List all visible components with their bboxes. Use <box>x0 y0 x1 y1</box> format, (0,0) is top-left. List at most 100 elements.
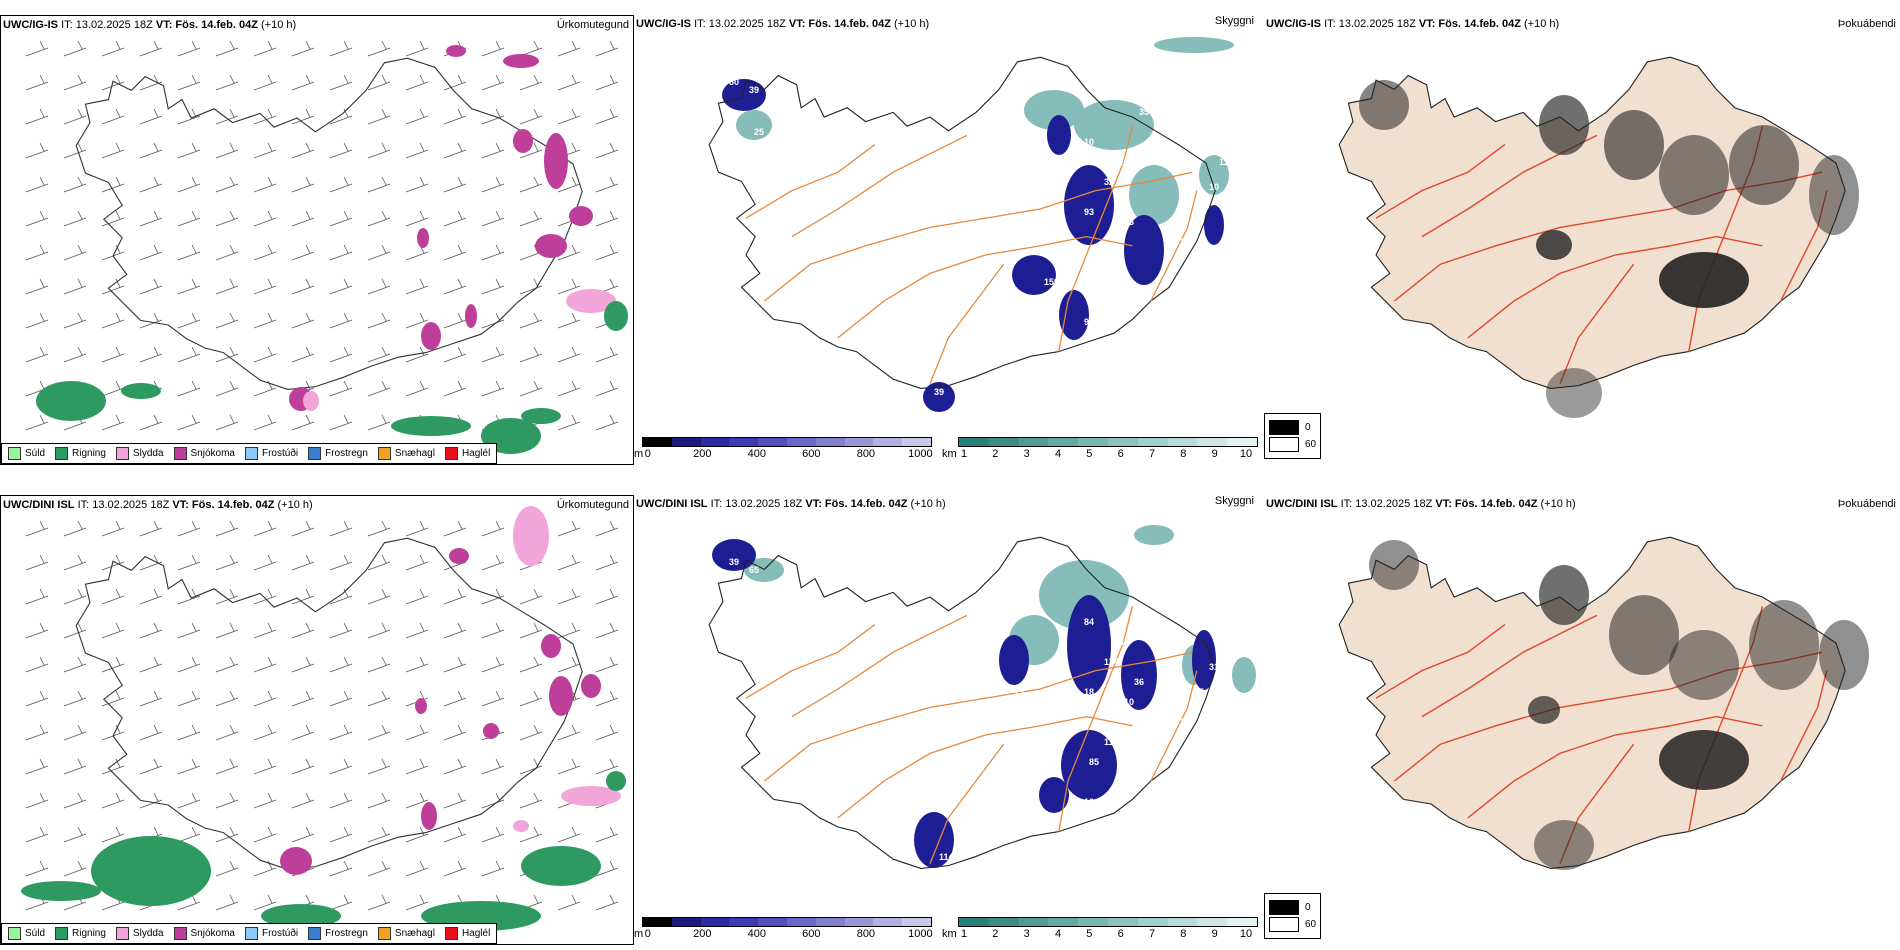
wind-barb <box>25 312 49 329</box>
wind-barb <box>25 690 49 707</box>
legend-label: Frostúði <box>261 928 299 939</box>
wind-barb <box>25 210 49 227</box>
wind-barb <box>25 588 49 605</box>
visibility-value: 93 <box>754 607 764 617</box>
legend-label: Súld <box>25 448 46 459</box>
wind-barb <box>595 176 619 193</box>
visibility-value: 85 <box>1089 757 1099 767</box>
wind-barb <box>595 554 619 571</box>
cloud-base-unit: m <box>634 448 644 460</box>
wind-barb <box>519 210 543 227</box>
wind-barb <box>177 142 201 159</box>
legend-swatch <box>244 447 258 460</box>
fog-index-key: 0 60 <box>1264 893 1322 939</box>
wind-barb <box>139 520 163 537</box>
wind-barb <box>177 176 201 193</box>
wind-barb <box>291 588 315 605</box>
wind-barb <box>557 346 581 363</box>
wind-barb <box>177 278 201 295</box>
wind-barb <box>63 244 87 261</box>
colorbar-tick: 8 <box>1180 928 1187 940</box>
wind-barb <box>177 74 201 91</box>
wind-barb <box>367 108 391 125</box>
colorbar-segment <box>700 438 730 446</box>
wind-barb <box>557 244 581 261</box>
colorbar-segment <box>671 438 701 446</box>
wind-barb <box>25 74 49 91</box>
wind-barb <box>215 622 239 639</box>
vis-panel-row1: 80 39 25 35 65 10 116 32 93 73 66 12 15 10 11 95 136 159 9… <box>634 15 1264 455</box>
wind-barb <box>177 40 201 57</box>
fog-shading <box>1359 80 1859 418</box>
wind-barb <box>139 210 163 227</box>
wind-barbs <box>25 40 619 431</box>
panel-title: Skyggni <box>1214 15 1254 27</box>
colorbar-segment <box>1048 918 1079 926</box>
colorbar-segment <box>1137 438 1168 446</box>
colorbar-tick: 4 <box>1054 448 1062 460</box>
wind-barb <box>25 758 49 775</box>
wind-barb <box>595 588 619 605</box>
legend-label: Frostregn <box>325 448 368 459</box>
fog-key-label: 60 <box>1305 439 1317 450</box>
wind-barb <box>63 346 87 363</box>
wind-barb <box>405 588 429 605</box>
wind-barb <box>595 622 619 639</box>
wind-barb <box>253 826 277 843</box>
colorbar-tick: 0 <box>644 928 651 940</box>
wind-barb <box>253 278 277 295</box>
wind-barb <box>101 724 125 741</box>
wind-barb <box>101 74 125 91</box>
visibility-value: 11 <box>1104 737 1114 747</box>
fog-key-swatch <box>1269 900 1299 915</box>
wind-barb <box>519 312 543 329</box>
wind-barb <box>215 142 239 159</box>
wind-barb <box>139 414 163 431</box>
colorbar-tick: 9 <box>1211 448 1218 460</box>
colorbar-tick: 600 <box>802 928 821 940</box>
wind-barb <box>139 346 163 363</box>
wind-barb <box>139 176 163 193</box>
colorbar-segment <box>988 438 1019 446</box>
wind-barb <box>139 554 163 571</box>
colorbar-segment <box>758 438 787 446</box>
wind-barb <box>215 414 239 431</box>
legend-swatch <box>115 447 129 460</box>
wind-barb <box>177 520 201 537</box>
visibility-value: 10 <box>1209 182 1219 192</box>
wind-barb <box>101 210 125 227</box>
wind-barb <box>405 380 429 397</box>
wind-barb <box>519 826 543 843</box>
wind-barb <box>25 826 49 843</box>
wind-barb <box>25 176 49 193</box>
wind-barb <box>63 792 87 809</box>
legend-label: Frostúði <box>261 448 299 459</box>
wind-barb <box>557 414 581 431</box>
colorbar-segment <box>643 438 672 446</box>
wind-barb <box>367 826 391 843</box>
legend-swatch <box>8 447 21 460</box>
visibility-value: 11 <box>1219 157 1229 167</box>
precip-snow-areas <box>280 548 601 875</box>
wind-barb <box>557 278 581 295</box>
wind-barb <box>405 346 429 363</box>
colorbar-segment <box>729 918 759 926</box>
wind-barb <box>253 346 277 363</box>
wind-barb <box>443 346 467 363</box>
wind-barb <box>519 380 543 397</box>
visibility-value: 75 <box>1194 687 1204 697</box>
wind-barb <box>215 724 239 741</box>
road <box>1780 670 1828 782</box>
wind-barb <box>367 414 391 431</box>
wind-barb <box>63 724 87 741</box>
legend-swatch <box>173 927 187 940</box>
legend-swatch <box>173 447 187 460</box>
colorbar-segment <box>1048 438 1079 446</box>
cloud-base-colorbar: 0 200 400 600 800 1000 <box>642 437 933 461</box>
wind-barb <box>63 312 87 329</box>
road <box>763 171 1193 302</box>
wind-barb <box>557 520 581 537</box>
wind-barb <box>291 176 315 193</box>
wind-barb <box>63 108 87 125</box>
wind-barb <box>443 520 467 537</box>
